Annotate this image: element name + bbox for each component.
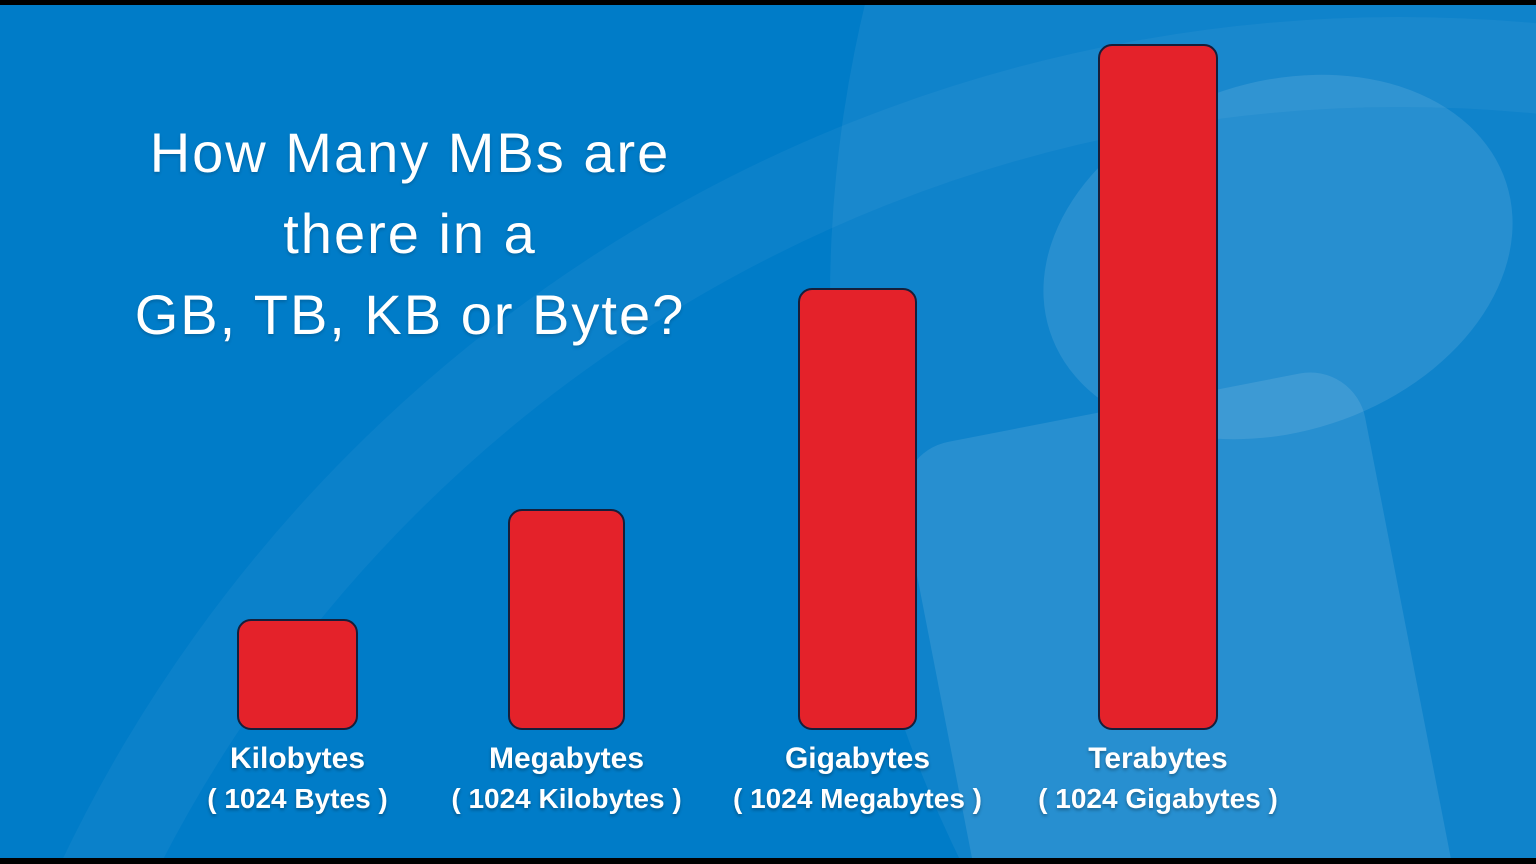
page-title: How Many MBs are there in a GB, TB, KB o… (60, 112, 760, 355)
bar-sublabel-megabytes: ( 1024 Kilobytes ) (451, 783, 682, 814)
bar-label-terabytes: Terabytes (1088, 742, 1228, 775)
bar-megabytes (508, 509, 625, 730)
title-line-1: How Many MBs are (149, 121, 671, 184)
title-line-2: there in a (283, 202, 537, 265)
bar-kilobytes (237, 619, 358, 730)
letterbox-top (0, 0, 1536, 5)
bar-sublabel-terabytes: ( 1024 Gigabytes ) (1038, 783, 1278, 814)
letterbox-bottom (0, 858, 1536, 864)
bar-sublabel-gigabytes: ( 1024 Megabytes ) (733, 783, 982, 814)
title-line-3: GB, TB, KB or Byte? (134, 283, 686, 346)
bar-label-megabytes: Megabytes (488, 742, 645, 775)
bar-gigabytes (798, 288, 917, 730)
bar-sublabel-kilobytes: ( 1024 Bytes ) (207, 783, 388, 814)
bar-label-kilobytes: Kilobytes (229, 742, 366, 775)
bar-terabytes (1098, 44, 1218, 730)
bar-label-gigabytes: Gigabytes (784, 742, 931, 775)
